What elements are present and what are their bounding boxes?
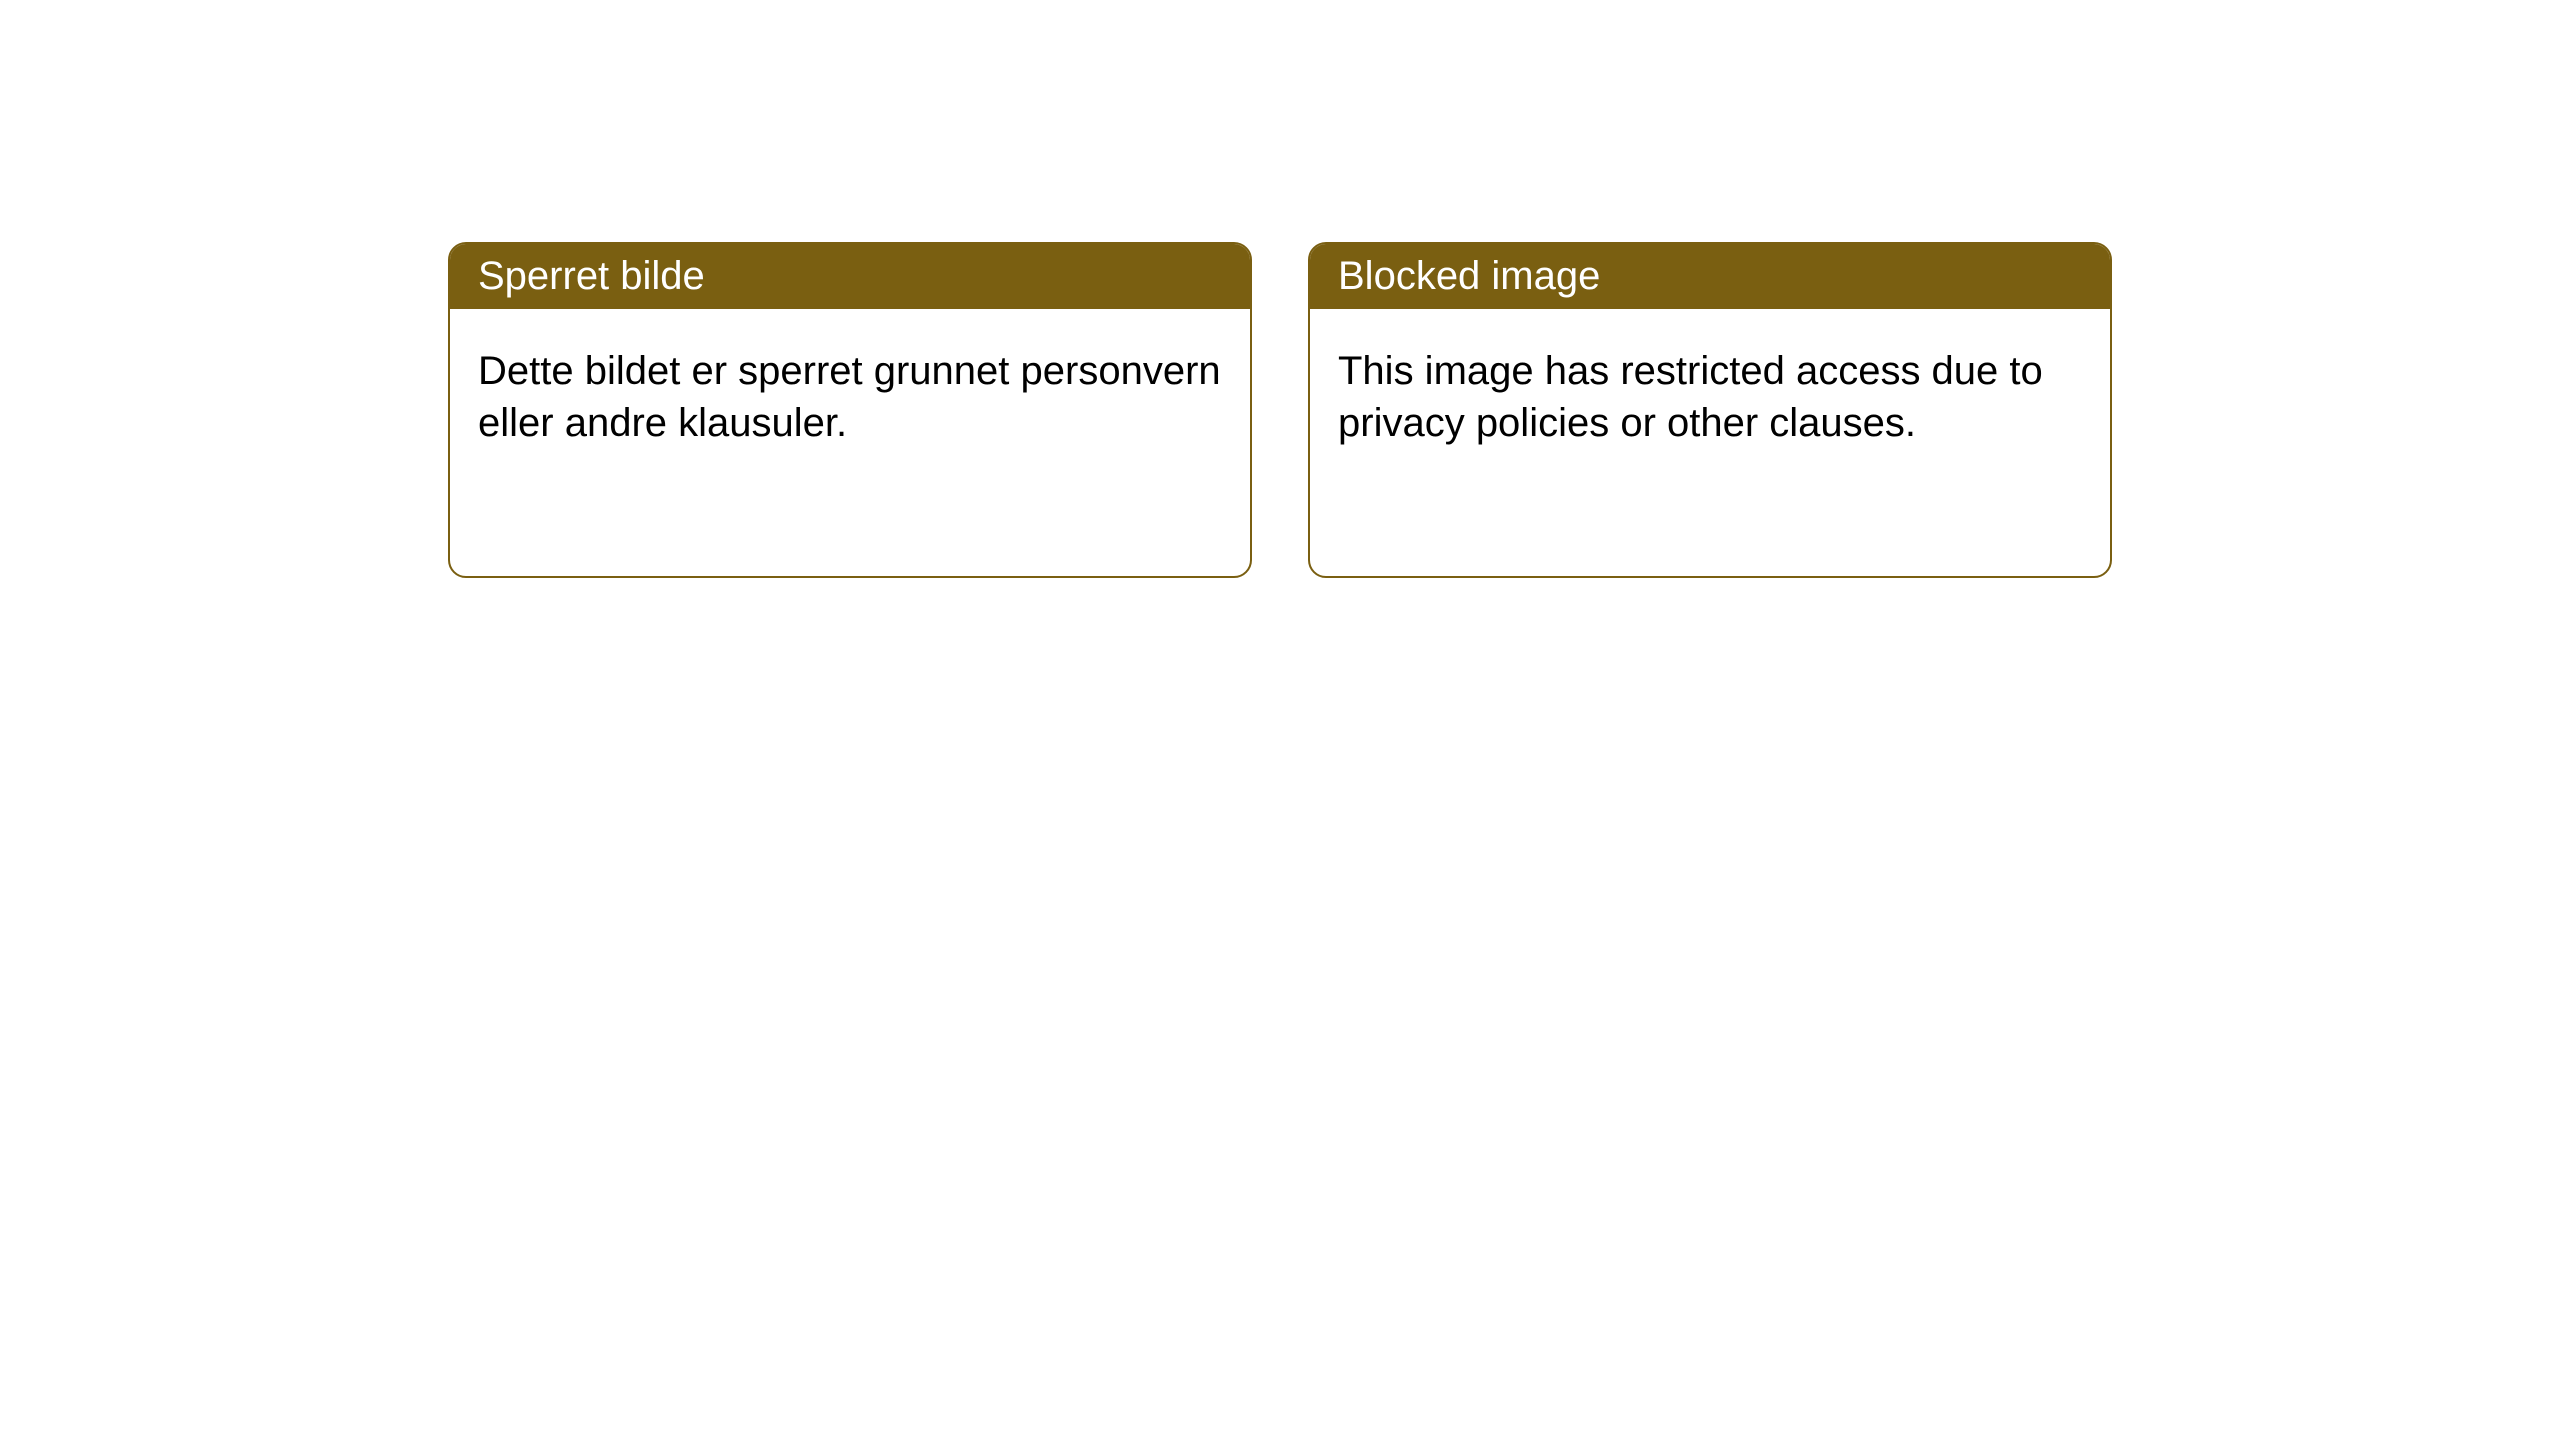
notice-container: Sperret bilde Dette bildet er sperret gr… [448, 242, 2112, 578]
notice-body-no: Dette bildet er sperret grunnet personve… [450, 309, 1250, 485]
notice-header-no: Sperret bilde [450, 244, 1250, 309]
notice-body-en: This image has restricted access due to … [1310, 309, 2110, 485]
notice-card-en: Blocked image This image has restricted … [1308, 242, 2112, 578]
notice-header-en: Blocked image [1310, 244, 2110, 309]
notice-card-no: Sperret bilde Dette bildet er sperret gr… [448, 242, 1252, 578]
